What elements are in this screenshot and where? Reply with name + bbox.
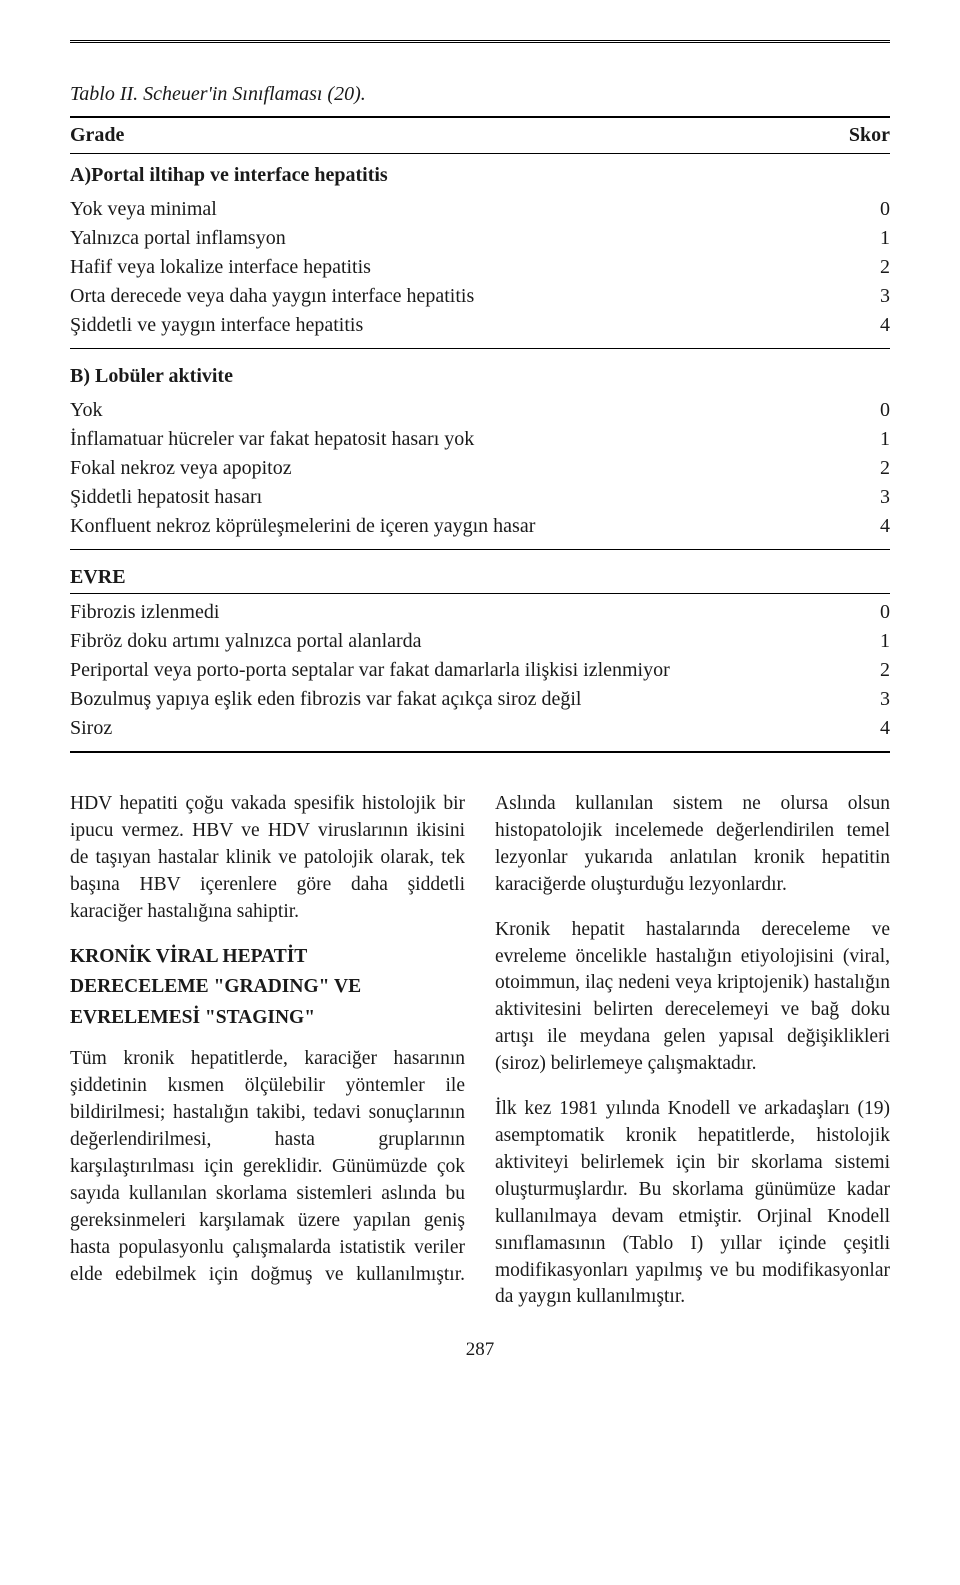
header-skor: Skor [849, 124, 890, 147]
row-score: 4 [860, 512, 890, 541]
table-row: Fokal nekroz veya apopitoz2 [70, 454, 890, 483]
row-label: İnflamatuar hücreler var fakat hepatosit… [70, 425, 860, 454]
table-bottom-rule [70, 751, 890, 753]
row-score: 3 [860, 685, 890, 714]
row-score: 0 [860, 195, 890, 224]
row-score: 1 [860, 627, 890, 656]
row-label: Şiddetli hepatosit hasarı [70, 483, 860, 512]
table-row: Hafif veya lokalize interface hepatitis2 [70, 253, 890, 282]
row-score: 1 [860, 425, 890, 454]
row-label: Fibrozis izlenmedi [70, 598, 860, 627]
table-row: Siroz4 [70, 714, 890, 743]
table-row: Yok veya minimal0 [70, 195, 890, 224]
section-a-title: A)Portal iltihap ve interface hepatitis [70, 154, 890, 191]
body-paragraph: İlk kez 1981 yılında Knodell ve arkadaşl… [495, 1096, 890, 1311]
row-score: 3 [860, 483, 890, 512]
body-text: HDV hepatiti çoğu vakada spesifik histol… [70, 791, 890, 1311]
row-label: Hafif veya lokalize interface hepatitis [70, 253, 860, 282]
row-score: 1 [860, 224, 890, 253]
section-evre-title: EVRE [70, 550, 890, 593]
row-score: 2 [860, 454, 890, 483]
body-heading-line: DERECELEME "GRADING" VE [70, 974, 465, 1001]
table-row: Yalnızca portal inflamsyon1 [70, 224, 890, 253]
section-b-rows: Yok0 İnflamatuar hücreler var fakat hepa… [70, 392, 890, 549]
row-label: Yok [70, 396, 860, 425]
section-evre-rows: Fibrozis izlenmedi0 Fibröz doku artımı y… [70, 594, 890, 751]
row-score: 2 [860, 656, 890, 685]
body-heading-line: EVRELEMESİ "STAGING" [70, 1005, 465, 1032]
page-number: 287 [70, 1339, 890, 1361]
table-row: Fibrozis izlenmedi0 [70, 598, 890, 627]
body-heading-line: KRONİK VİRAL HEPATİT [70, 944, 465, 971]
body-paragraph: HDV hepatiti çoğu vakada spesifik histol… [70, 791, 465, 926]
table-row: İnflamatuar hücreler var fakat hepatosit… [70, 425, 890, 454]
row-label: Fokal nekroz veya apopitoz [70, 454, 860, 483]
row-label: Periportal veya porto-porta septalar var… [70, 656, 860, 685]
row-score: 0 [860, 598, 890, 627]
header-grade: Grade [70, 124, 124, 147]
section-b-title: B) Lobüler aktivite [70, 349, 890, 392]
table-row: Şiddetli hepatosit hasarı3 [70, 483, 890, 512]
top-double-rule [70, 40, 890, 43]
body-paragraph: Kronik hepatit hastalarında dereceleme v… [495, 917, 890, 1078]
row-label: Siroz [70, 714, 860, 743]
row-score: 4 [860, 714, 890, 743]
table-row: Konfluent nekroz köprüleşmelerini de içe… [70, 512, 890, 541]
row-score: 4 [860, 311, 890, 340]
table-caption: Tablo II. Scheuer'in Sınıflaması (20). [70, 83, 890, 106]
row-label: Bozulmuş yapıya eşlik eden fibrozis var … [70, 685, 860, 714]
table-row: Periportal veya porto-porta septalar var… [70, 656, 890, 685]
row-score: 0 [860, 396, 890, 425]
table-row: Yok0 [70, 396, 890, 425]
row-label: Konfluent nekroz köprüleşmelerini de içe… [70, 512, 860, 541]
table-row: Şiddetli ve yaygın interface hepatitis4 [70, 311, 890, 340]
row-score: 2 [860, 253, 890, 282]
table-row: Fibröz doku artımı yalnızca portal alanl… [70, 627, 890, 656]
row-label: Fibröz doku artımı yalnızca portal alanl… [70, 627, 860, 656]
row-score: 3 [860, 282, 890, 311]
row-label: Şiddetli ve yaygın interface hepatitis [70, 311, 860, 340]
row-label: Yalnızca portal inflamsyon [70, 224, 860, 253]
section-a-rows: Yok veya minimal0 Yalnızca portal inflam… [70, 191, 890, 348]
table-header-row: Grade Skor [70, 118, 890, 153]
table-row: Orta derecede veya daha yaygın interface… [70, 282, 890, 311]
table-row: Bozulmuş yapıya eşlik eden fibrozis var … [70, 685, 890, 714]
row-label: Yok veya minimal [70, 195, 860, 224]
row-label: Orta derecede veya daha yaygın interface… [70, 282, 860, 311]
